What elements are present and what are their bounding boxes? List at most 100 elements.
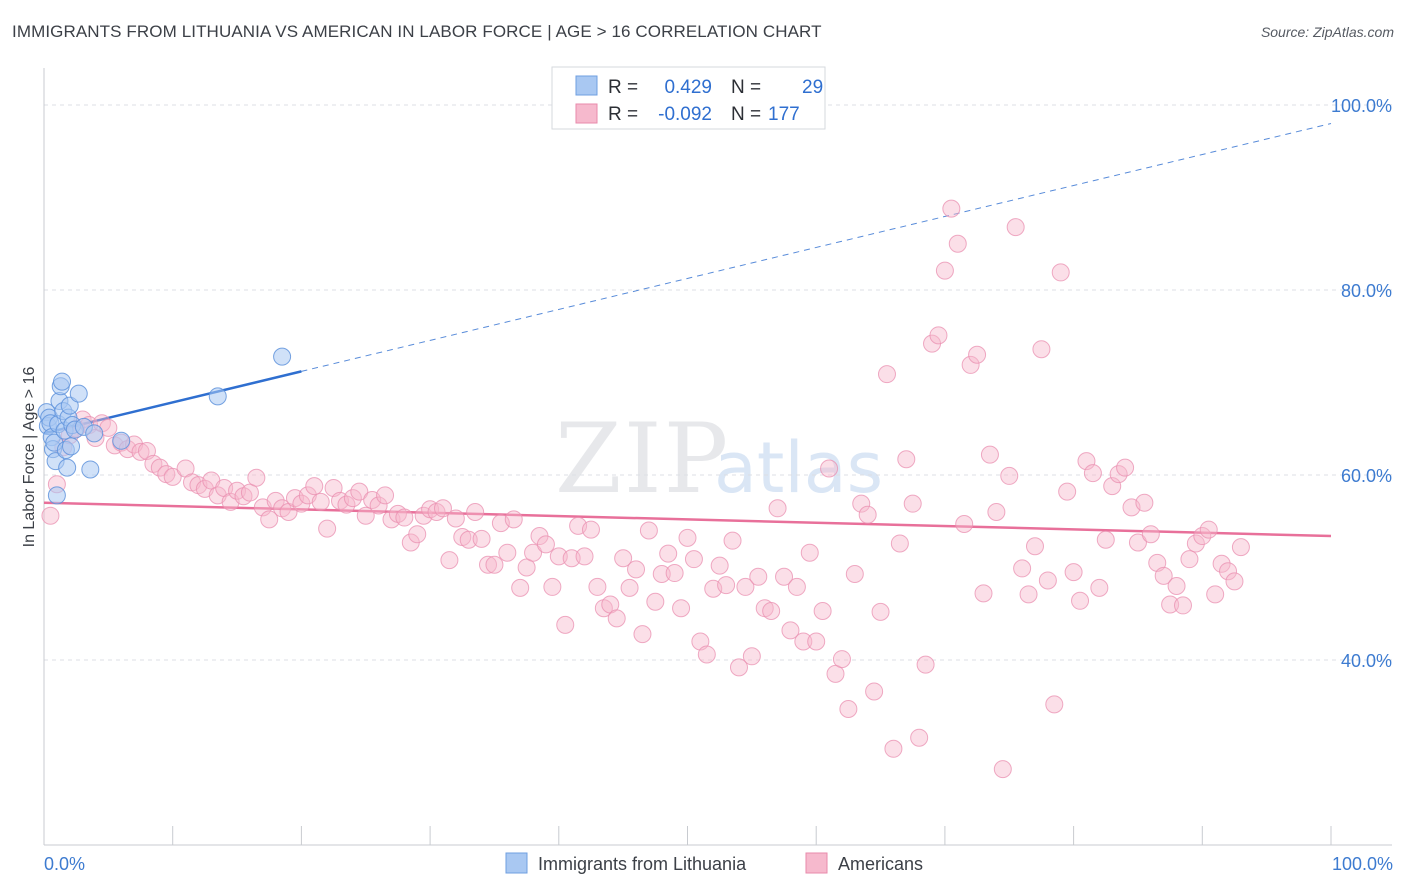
y-tick-label: 40.0% <box>1341 651 1392 671</box>
americans-point <box>865 682 884 701</box>
stats-r-label-2: R = <box>608 104 638 125</box>
americans-point <box>620 578 639 597</box>
x-tick-label: 100.0% <box>1332 854 1393 874</box>
legend: Immigrants from Lithuania Americans <box>505 852 923 874</box>
americans-point <box>150 458 169 477</box>
americans-point <box>536 535 555 554</box>
americans-point <box>588 577 607 596</box>
americans-point <box>813 601 832 620</box>
americans-point <box>929 326 948 345</box>
americans-point <box>1019 585 1038 604</box>
americans-point <box>433 499 452 518</box>
americans-point <box>466 503 485 521</box>
americans-point <box>723 531 742 550</box>
americans-point <box>1096 530 1115 549</box>
americans-point <box>1193 527 1212 546</box>
americans-point <box>787 577 806 596</box>
americans-point <box>768 499 787 518</box>
americans-point <box>369 496 388 515</box>
americans-point <box>697 645 716 664</box>
americans-point <box>305 477 324 496</box>
americans-point <box>41 506 60 525</box>
americans-point <box>318 519 337 538</box>
stats-swatch-pink <box>575 103 598 124</box>
stats-n-value-2: 177 <box>768 104 800 125</box>
americans-point <box>1206 585 1225 604</box>
americans-point <box>1045 695 1064 714</box>
americans-point <box>968 345 987 364</box>
americans-point <box>627 560 646 579</box>
americans-point <box>897 450 916 469</box>
americans-point <box>807 632 826 651</box>
americans-point <box>1064 563 1083 582</box>
americans-point <box>832 650 851 669</box>
gridlines <box>44 104 1392 661</box>
y-tick-label: 100.0% <box>1331 96 1392 116</box>
americans-trend-line <box>43 501 1332 538</box>
americans-point <box>1032 340 1051 359</box>
americans-point <box>942 199 961 218</box>
americans-point <box>684 550 703 569</box>
americans-point <box>890 534 909 553</box>
americans-point <box>524 543 543 562</box>
lithuania-point <box>53 372 72 391</box>
americans-point <box>131 442 150 461</box>
americans-point <box>935 261 954 280</box>
americans-point <box>729 658 748 677</box>
americans-point <box>1186 534 1205 553</box>
lithuania-point <box>273 347 292 366</box>
lithuania-trend-extension <box>301 123 1332 372</box>
americans-point <box>877 365 896 384</box>
americans-point <box>665 564 684 583</box>
stats-r-value-1: 0.429 <box>664 77 712 98</box>
americans-point <box>1128 533 1147 552</box>
americans-point <box>736 577 755 596</box>
americans-point <box>260 510 279 529</box>
axes <box>43 68 1392 846</box>
americans-point <box>987 503 1006 521</box>
americans-point <box>852 494 871 513</box>
americans-point <box>504 510 523 529</box>
americans-point <box>659 544 678 563</box>
americans-point <box>408 525 427 544</box>
lithuania-point <box>62 437 81 456</box>
americans-point <box>1167 577 1186 595</box>
americans-point <box>343 489 362 508</box>
americans-point <box>1083 464 1102 483</box>
americans-point <box>1154 566 1173 585</box>
americans-point <box>266 491 285 510</box>
americans-point <box>1038 571 1057 590</box>
stats-n-label-2: N = <box>731 104 761 125</box>
americans-point <box>395 508 414 527</box>
americans-point <box>472 529 491 548</box>
watermark-atlas: atlas <box>714 427 883 509</box>
americans-point <box>800 543 819 562</box>
americans-point <box>1000 466 1019 485</box>
americans-point <box>884 739 903 758</box>
americans-point <box>485 555 504 574</box>
americans-point <box>1013 559 1032 578</box>
americans-point <box>240 483 259 502</box>
watermark-zip: ZIP <box>555 403 730 515</box>
legend-swatch-pink <box>805 852 828 874</box>
americans-point <box>1180 550 1199 569</box>
y-axis-label: In Labor Force | Age > 16 <box>21 367 38 548</box>
americans-point <box>910 728 929 747</box>
americans-point <box>376 486 395 505</box>
americans-point <box>1231 538 1250 557</box>
americans-point <box>581 520 600 539</box>
lithuania-point <box>85 424 104 443</box>
americans-point <box>871 602 890 621</box>
americans-point <box>974 584 993 603</box>
americans-point <box>1135 493 1154 512</box>
legend-swatch-blue <box>505 852 528 874</box>
americans-point <box>1219 562 1238 581</box>
stats-n-label-1: N = <box>731 77 761 98</box>
y-tick-label: 60.0% <box>1341 466 1392 486</box>
americans-point <box>1141 525 1160 544</box>
americans-point <box>646 592 665 611</box>
stats-r-value-2: -0.092 <box>658 104 712 125</box>
americans-point <box>948 234 967 253</box>
americans-point <box>1116 458 1135 477</box>
legend-label-americans: Americans <box>838 854 923 874</box>
